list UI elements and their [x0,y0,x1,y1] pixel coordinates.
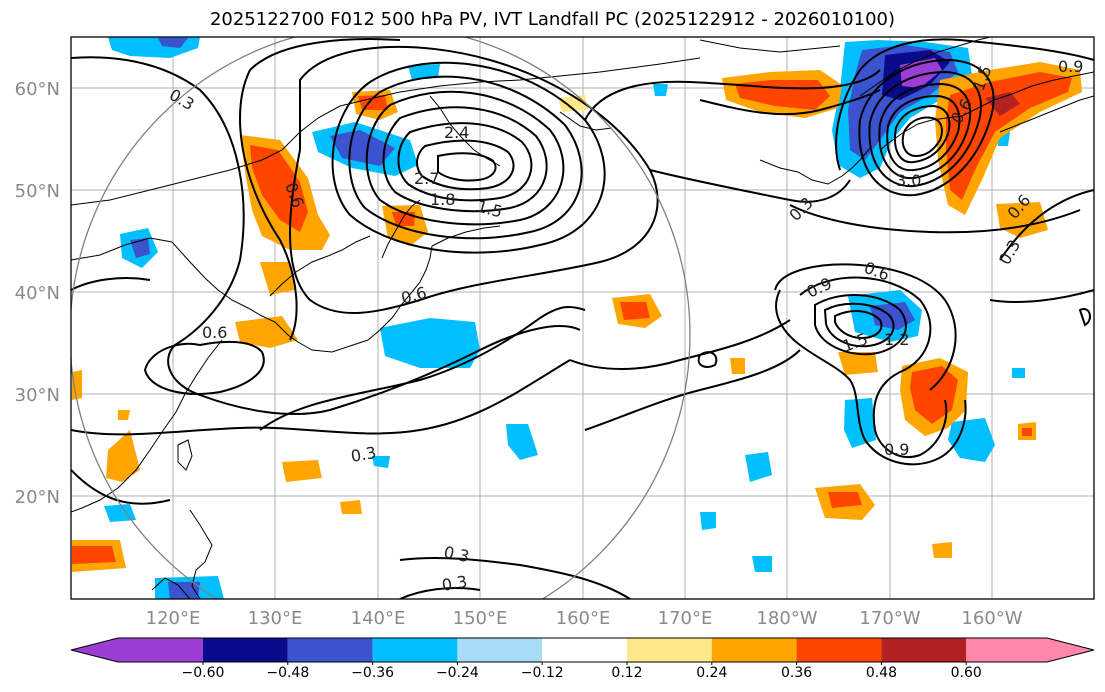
colorbar-segment [71,638,203,662]
contour-label: 0.6 [202,323,227,342]
map-content: 0.3 0.6 2.4 2.7 1.8 1.5 0.6 0.6 0.3 0.3 … [71,37,1094,599]
colorbar-tick-label: 0.48 [866,665,897,681]
colorbar-ticks: −0.60 −0.48 −0.36 −0.24 −0.12 0.12 0.24 0.36 0.4… [182,662,982,681]
colorbar-segment [627,638,712,662]
pv-contours [71,38,1094,599]
colorbar-tick-label: 0.60 [951,665,982,681]
colorbar-tick-label: 0.12 [611,665,642,681]
colorbar-tick-label: 0.36 [781,665,812,681]
colorbar-segment [796,638,882,662]
colorbar-segments [71,638,1094,662]
lon-label: 150°E [453,608,508,629]
contour-label: 2.7 [414,169,439,188]
colorbar-segment [711,638,797,662]
colorbar-segment [966,638,1094,662]
map-frame [70,36,1095,600]
contour-label: 0.3 [442,542,471,566]
lat-label: 60°N [15,79,60,100]
contour-label: 3.0 [896,171,921,190]
contour-label: 0.9 [1058,57,1083,76]
colorbar-segment [203,638,288,662]
lat-label: 50°N [15,181,60,202]
colorbar-segment [287,638,373,662]
contour-label: 0.3 [349,443,377,466]
lon-label: 130°E [248,608,303,629]
lon-label: 160°E [556,608,611,629]
lat-label: 20°N [15,487,60,508]
lon-label: 140°E [351,608,406,629]
lat-label: 30°N [15,385,60,406]
lon-label: 180°W [756,608,817,629]
colorbar: −0.60 −0.48 −0.36 −0.24 −0.12 0.12 0.24 0.36 0.4… [70,637,1095,681]
latitude-labels: 60°N 50°N 40°N 30°N 20°N [15,79,60,508]
colorbar-tick-label: −0.36 [351,665,394,681]
colorbar-segment [542,638,627,662]
colorbar-segment [372,638,458,662]
colorbar-tick-label: 0.24 [696,665,727,681]
lon-label: 170°E [658,608,713,629]
lon-label: 160°W [961,608,1022,629]
colorbar-tick-label: −0.12 [521,665,564,681]
colorbar-segment [457,638,543,662]
contour-label: 0.9 [884,440,909,459]
contour-label: 1.2 [884,330,909,349]
contour-label: 2.4 [444,123,469,142]
colorbar-tick-label: −0.24 [436,665,479,681]
longitude-labels: 120°E 130°E 140°E 150°E 160°E 170°E 180°… [146,608,1023,629]
colorbar-tick-label: −0.48 [266,665,309,681]
lat-label: 40°N [15,283,60,304]
colorbar-tick-label: −0.60 [182,665,225,681]
colorbar-segment [881,638,967,662]
lon-label: 120°E [146,608,201,629]
figure-title: 2025122700 F012 500 hPa PV, IVT Landfall… [209,9,896,30]
colorbar-outline [70,637,1095,663]
contour-label: 0.3 [440,572,468,595]
radius-circle [71,37,691,599]
contour-label: 1.8 [430,190,455,209]
lon-label: 170°W [859,608,920,629]
